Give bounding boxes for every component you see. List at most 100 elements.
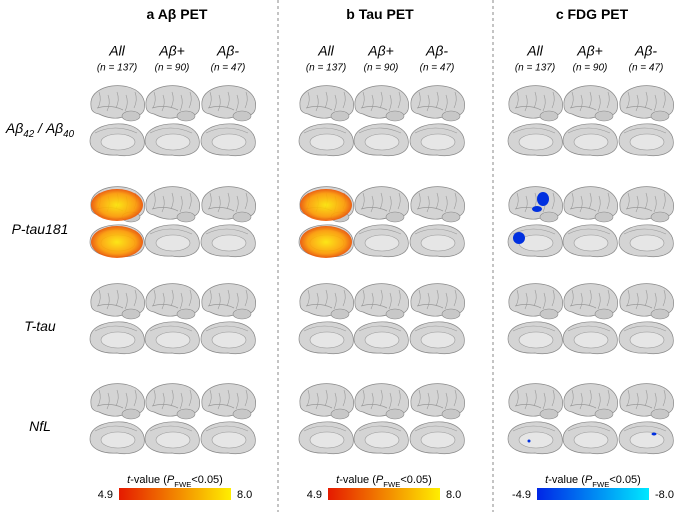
sulcus — [444, 392, 448, 410]
sulcus — [124, 94, 128, 112]
sulcus — [305, 304, 333, 309]
colorbar-min: 4.9 — [307, 489, 322, 501]
sulcus — [208, 192, 212, 210]
sulcus — [358, 425, 402, 432]
sulcus — [515, 91, 519, 109]
sulcus — [379, 289, 383, 307]
brain — [299, 383, 354, 420]
brain — [508, 383, 563, 420]
row-label: NfL — [29, 418, 51, 434]
row-label: Aβ42 / Aβ40 — [5, 120, 75, 140]
sulcus — [588, 389, 592, 407]
sulcus — [306, 91, 310, 109]
column-header: Aβ- — [634, 43, 657, 59]
activation — [91, 189, 143, 221]
column-header: Aβ+ — [576, 43, 603, 59]
sulcus — [342, 289, 346, 307]
medial-wall — [420, 431, 456, 449]
sulcus — [161, 392, 165, 410]
brain — [507, 421, 563, 455]
sulcus — [606, 389, 610, 407]
sulcus — [124, 292, 128, 310]
cerebellum — [176, 110, 196, 122]
sulcus — [115, 289, 119, 307]
brain — [562, 123, 618, 157]
sulcus — [235, 392, 239, 410]
brain — [89, 421, 145, 455]
sulcus — [179, 195, 183, 213]
sulcus — [152, 389, 156, 407]
sulcus — [570, 192, 574, 210]
sulcus — [133, 289, 137, 307]
activation — [527, 439, 531, 443]
panel-name: Tau PET — [359, 6, 414, 22]
sulcus — [358, 228, 402, 235]
brain — [90, 85, 145, 122]
cerebellum — [385, 408, 405, 420]
brain — [353, 224, 409, 258]
sulcus — [597, 195, 601, 213]
sulcus — [414, 228, 458, 235]
text-segment: P — [585, 474, 593, 486]
colorbar — [328, 488, 440, 500]
sulcus — [152, 192, 156, 210]
sulcus — [426, 292, 430, 310]
medial-wall — [364, 234, 400, 252]
sulcus — [551, 289, 555, 307]
colorbar-min: 4.9 — [98, 489, 113, 501]
medial-wall — [420, 234, 456, 252]
medial-wall — [518, 133, 554, 151]
brain — [508, 283, 563, 320]
sulcus — [551, 389, 555, 407]
sulcus — [315, 392, 319, 410]
sulcus — [569, 207, 597, 212]
sulcus — [96, 106, 124, 111]
brain — [90, 283, 145, 320]
sulcus — [653, 94, 657, 112]
sulcus — [435, 389, 439, 407]
sulcus — [417, 389, 421, 407]
column-n: (n = 90) — [155, 63, 190, 74]
brain — [409, 224, 465, 258]
sulcus — [579, 195, 583, 213]
sulcus — [524, 392, 528, 410]
sulcus — [161, 195, 165, 213]
brain — [618, 224, 674, 258]
sulcus — [453, 289, 457, 307]
sulcus — [426, 392, 430, 410]
sulcus — [444, 195, 448, 213]
sulcus — [170, 289, 174, 307]
sulcus — [205, 228, 249, 235]
sulcus — [207, 106, 235, 111]
cerebellum — [594, 308, 614, 320]
colorbar-max: -8.0 — [655, 489, 674, 501]
cerebellum — [650, 308, 670, 320]
text-segment: 42 — [23, 129, 34, 140]
sulcus — [342, 91, 346, 109]
sulcus — [644, 91, 648, 109]
sulcus — [570, 289, 574, 307]
cerebellum — [385, 110, 405, 122]
sulcus — [416, 207, 444, 212]
medial-wall — [211, 133, 247, 151]
brain — [145, 186, 200, 223]
panel-name: Aβ PET — [158, 6, 208, 22]
brain — [201, 85, 256, 122]
sulcus — [512, 228, 556, 235]
cerebellum — [441, 408, 461, 420]
sulcus — [626, 91, 630, 109]
sulcus — [417, 192, 421, 210]
sulcus — [416, 404, 444, 409]
sulcus — [635, 292, 639, 310]
cerebellum — [232, 408, 252, 420]
brain — [201, 383, 256, 420]
brain — [619, 85, 674, 122]
sulcus — [435, 192, 439, 210]
brain — [619, 186, 674, 223]
sulcus — [570, 389, 574, 407]
sulcus — [597, 94, 601, 112]
text-segment: t — [545, 474, 549, 486]
cerebellum — [441, 110, 461, 122]
sulcus — [662, 192, 666, 210]
cerebellum — [650, 408, 670, 420]
